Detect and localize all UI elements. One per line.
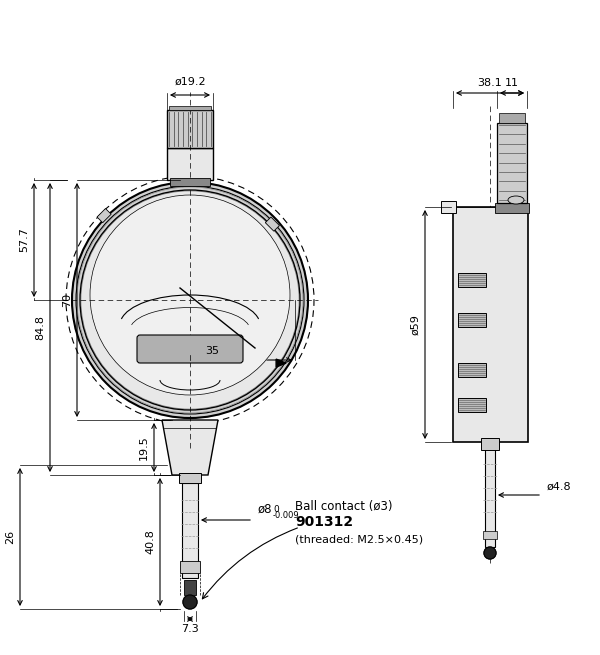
- Bar: [167, 148, 213, 180]
- Text: 70: 70: [62, 293, 72, 307]
- Text: ø59: ø59: [410, 314, 420, 335]
- Bar: [497, 123, 527, 203]
- Bar: [453, 207, 528, 442]
- Bar: [481, 438, 499, 450]
- Circle shape: [72, 182, 308, 418]
- Bar: [495, 203, 529, 213]
- Text: 0: 0: [273, 505, 279, 514]
- Bar: [170, 178, 210, 186]
- Bar: [169, 106, 211, 110]
- Text: ø8: ø8: [258, 503, 272, 516]
- Bar: [485, 442, 495, 547]
- Bar: [180, 561, 200, 573]
- Text: (threaded: M2.5×0.45): (threaded: M2.5×0.45): [295, 535, 423, 545]
- Bar: [97, 208, 111, 223]
- Text: 38.1: 38.1: [478, 78, 502, 88]
- Bar: [179, 473, 201, 483]
- Bar: [483, 531, 497, 539]
- Text: 26: 26: [5, 530, 15, 544]
- Bar: [458, 363, 486, 377]
- Bar: [167, 110, 213, 148]
- Bar: [458, 313, 486, 327]
- Ellipse shape: [508, 196, 524, 204]
- Text: 19.5: 19.5: [139, 435, 149, 460]
- Text: Ball contact (ø3): Ball contact (ø3): [295, 500, 392, 513]
- Text: 57.7: 57.7: [19, 227, 29, 252]
- Circle shape: [484, 547, 496, 559]
- Text: 11: 11: [505, 78, 519, 88]
- Polygon shape: [276, 359, 286, 367]
- Text: ø19.2: ø19.2: [174, 77, 206, 87]
- Bar: [458, 273, 486, 287]
- Circle shape: [80, 190, 300, 410]
- FancyBboxPatch shape: [137, 335, 243, 363]
- Text: 7.3: 7.3: [181, 624, 199, 634]
- Circle shape: [183, 595, 197, 609]
- Polygon shape: [162, 420, 218, 475]
- Text: 901312: 901312: [295, 515, 353, 529]
- Bar: [458, 398, 486, 412]
- Bar: [499, 113, 525, 123]
- Text: -0.009: -0.009: [273, 511, 299, 520]
- Bar: [441, 201, 456, 213]
- Circle shape: [90, 195, 290, 395]
- Bar: [265, 217, 280, 231]
- Bar: [182, 483, 198, 578]
- Text: ø4.8: ø4.8: [547, 482, 572, 492]
- Bar: [184, 580, 196, 595]
- Text: 84.8: 84.8: [35, 315, 45, 340]
- Text: 40.8: 40.8: [145, 529, 155, 554]
- Text: 35: 35: [205, 346, 219, 356]
